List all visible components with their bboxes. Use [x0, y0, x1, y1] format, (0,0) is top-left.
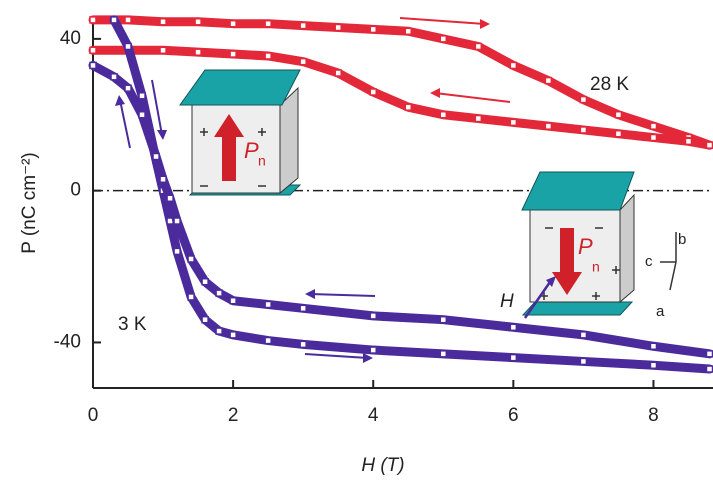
data-point — [405, 104, 411, 110]
data-point — [545, 123, 551, 129]
data-point — [580, 358, 586, 364]
data-point — [188, 294, 194, 300]
data-point — [706, 142, 712, 148]
data-point — [195, 49, 201, 55]
data-point — [300, 59, 306, 65]
inset-crystal-down: P n H b c a — [500, 172, 686, 320]
data-point — [125, 43, 131, 49]
data-point — [580, 127, 586, 133]
data-point — [90, 47, 96, 53]
inset-label: n — [592, 259, 600, 275]
data-point — [125, 17, 131, 23]
data-point — [475, 116, 481, 122]
data-point — [160, 47, 166, 53]
inset-label: P — [244, 138, 259, 163]
data-point — [265, 338, 271, 344]
data-point — [475, 43, 481, 49]
data-point — [706, 366, 712, 372]
data-point — [230, 332, 236, 338]
data-point — [510, 62, 516, 68]
data-point — [685, 138, 691, 144]
data-point — [650, 362, 656, 368]
data-point — [545, 78, 551, 84]
data-point — [160, 19, 166, 25]
data-point — [370, 26, 376, 32]
data-point — [216, 328, 222, 334]
data-point — [440, 317, 446, 323]
data-point — [111, 17, 117, 23]
data-point — [125, 85, 131, 91]
data-point — [174, 218, 180, 224]
data-point — [90, 62, 96, 68]
data-point — [510, 119, 516, 125]
data-point — [615, 112, 621, 118]
data-point — [650, 135, 656, 141]
data-point — [650, 123, 656, 129]
data-point — [230, 21, 236, 27]
inset-label: H — [500, 291, 514, 312]
data-point — [139, 112, 145, 118]
data-point — [202, 317, 208, 323]
x-tick-label: 6 — [508, 405, 519, 426]
data-point — [370, 347, 376, 353]
data-point — [510, 355, 516, 361]
y-tick-label: 0 — [70, 180, 81, 201]
inset-label: n — [258, 153, 266, 169]
data-point — [216, 290, 222, 296]
data-point — [174, 248, 180, 254]
data-point — [440, 36, 446, 42]
chart: -40 0 40 0 2 4 6 8 H (T) P (nC cm⁻²) P n P n H b … — [0, 0, 713, 484]
data-point — [265, 53, 271, 59]
data-point — [510, 324, 516, 330]
data-point — [139, 93, 145, 99]
x-tick-label: 0 — [88, 405, 99, 426]
y-axis-label: P (nC cm⁻²) — [19, 152, 40, 254]
data-point — [90, 17, 96, 23]
data-point — [405, 28, 411, 34]
annotation: 28 K — [590, 74, 629, 95]
data-point — [230, 51, 236, 57]
data-point — [580, 97, 586, 103]
data-point — [230, 298, 236, 304]
data-point — [195, 19, 201, 25]
x-axis-label: H (T) — [361, 455, 404, 476]
y-tick-label: -40 — [54, 331, 81, 352]
axis-label-a: a — [656, 303, 665, 320]
data-point — [650, 343, 656, 349]
data-point — [335, 70, 341, 76]
data-point — [300, 341, 306, 347]
data-point — [300, 305, 306, 311]
axis-label-c: c — [645, 253, 653, 270]
data-point — [440, 112, 446, 118]
data-point — [111, 74, 117, 80]
data-point — [580, 332, 586, 338]
axis-label-b: b — [678, 231, 686, 248]
data-point — [265, 21, 271, 27]
data-point — [370, 313, 376, 319]
data-point — [300, 23, 306, 29]
x-tick-label: 8 — [648, 405, 659, 426]
data-point — [160, 176, 166, 182]
data-point — [167, 195, 173, 201]
x-tick-label: 4 — [368, 405, 379, 426]
data-point — [335, 24, 341, 30]
data-point — [188, 256, 194, 262]
data-point — [153, 154, 159, 160]
inset-label: P — [578, 234, 593, 259]
data-point — [706, 351, 712, 357]
data-point — [440, 351, 446, 357]
data-point — [265, 302, 271, 308]
data-point — [370, 89, 376, 95]
data-point — [615, 131, 621, 137]
y-tick-label: 40 — [60, 28, 81, 49]
inset-crystal-up: P n — [180, 70, 300, 195]
annotation: 3 K — [118, 314, 147, 335]
x-tick-label: 2 — [228, 405, 239, 426]
data-point — [202, 279, 208, 285]
